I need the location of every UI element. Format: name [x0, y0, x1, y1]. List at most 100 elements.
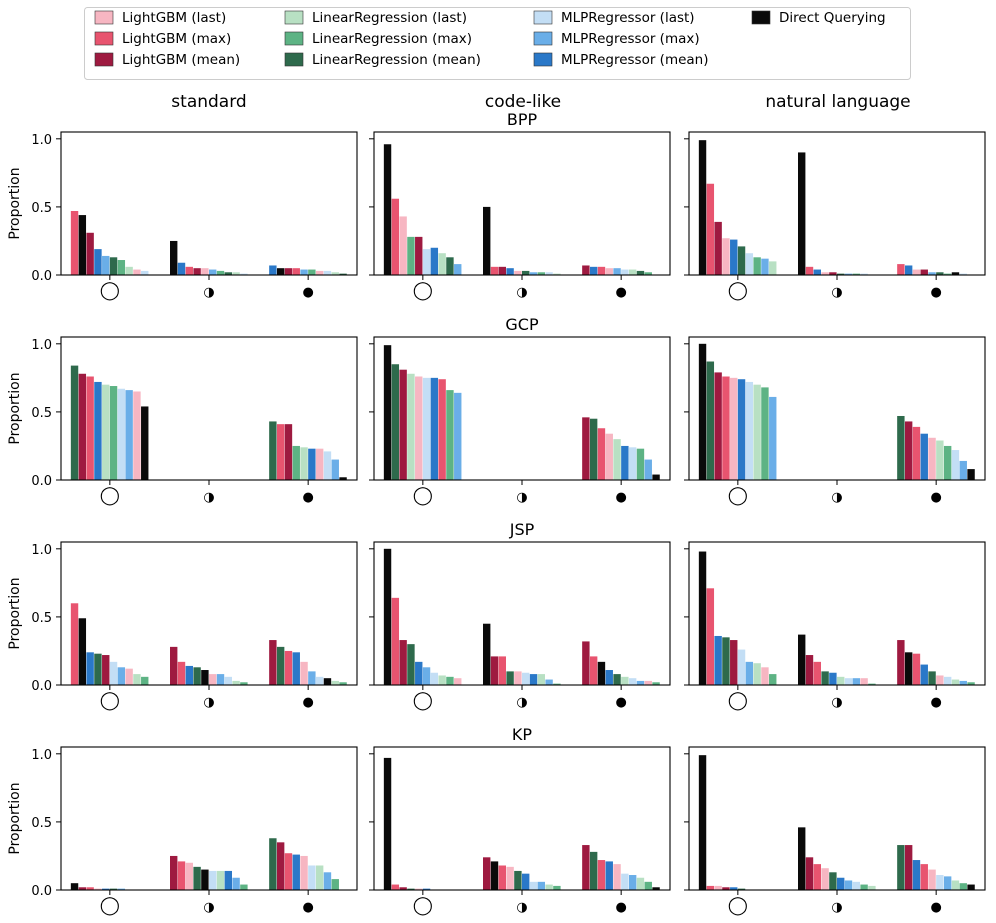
- bar-linearregression-last: [216, 870, 225, 890]
- bar-lightgbm-last: [605, 433, 613, 480]
- bar-direct-querying: [698, 551, 707, 685]
- bar-mlpregressor-mean: [829, 672, 837, 685]
- y-tick-label: 1.0: [31, 748, 52, 763]
- bar-direct-querying: [698, 755, 707, 890]
- bar-mlpregressor-last: [737, 649, 746, 685]
- bar-direct-querying: [276, 268, 285, 275]
- bar-mlpregressor-last: [936, 875, 944, 890]
- x-tick-label: ◯: [100, 690, 120, 711]
- legend-swatch-lightgbm-max: [94, 31, 114, 46]
- bar-direct-querying: [70, 883, 79, 890]
- x-tick-label: ●: [615, 285, 626, 300]
- bar-direct-querying: [339, 477, 347, 480]
- bar-mlpregressor-max: [125, 390, 133, 480]
- panel-gcp-natural-language: ◯ ◑ ●: [684, 336, 986, 506]
- bar-lightgbm-max: [597, 428, 606, 480]
- bar-lightgbm-last: [201, 268, 209, 275]
- legend-label-linearregression-last: LinearRegression (last): [312, 10, 467, 26]
- bar-lightgbm-max: [813, 864, 821, 890]
- bar-mlpregressor-max: [636, 680, 645, 685]
- bar-direct-querying: [201, 869, 209, 890]
- bar-linearregression-max: [553, 885, 561, 890]
- legend-label-direct-querying: Direct Querying: [779, 10, 886, 26]
- bar-lightgbm-last: [761, 667, 769, 685]
- bar-linearregression-max: [644, 272, 652, 275]
- bar-lightgbm-last: [730, 377, 738, 480]
- bar-mlpregressor-mean: [737, 379, 746, 480]
- y-tick-label: 0.0: [31, 269, 52, 284]
- bar-lightgbm-last: [94, 888, 102, 890]
- bar-lightgbm-max: [722, 376, 730, 480]
- bar-direct-querying: [201, 670, 209, 685]
- bar-lightgbm-last: [928, 437, 936, 480]
- bar-direct-querying: [383, 548, 392, 685]
- panel-jsp-code-like: JSP ◯ ◑ ●: [369, 520, 671, 711]
- bar-lightgbm-last: [506, 866, 514, 890]
- bar-linearregression-last: [102, 384, 110, 480]
- bar-direct-querying: [78, 618, 87, 685]
- bar-lightgbm-max: [177, 861, 186, 890]
- legend-label-mlpregressor-max: MLPRegressor (max): [561, 31, 700, 47]
- bar-mlpregressor-last: [240, 273, 248, 275]
- bar-direct-querying: [698, 343, 707, 480]
- bar-linearregression-mean: [829, 872, 837, 890]
- bar-linearregression-mean: [737, 246, 746, 275]
- bar-lightgbm-mean: [399, 887, 407, 890]
- bar-linearregression-max: [644, 881, 652, 890]
- bar-mlpregressor-last: [621, 269, 629, 275]
- bar-mlpregressor-last: [745, 253, 754, 275]
- y-tick-label: 1.0: [31, 338, 52, 353]
- bar-linearregression-max: [769, 674, 777, 685]
- bar-mlpregressor-max: [928, 272, 936, 275]
- bar-linearregression-max: [117, 260, 126, 275]
- x-tick-label: ◑: [203, 900, 214, 915]
- panel-bpp-code-like: BPP ◯ ◑ ●: [369, 110, 671, 301]
- bar-lightgbm-mean: [170, 646, 178, 685]
- bar-direct-querying: [967, 469, 975, 480]
- legend-swatch-linearregression-last: [284, 10, 304, 25]
- x-tick-label: ●: [302, 490, 313, 505]
- bar-mlpregressor-mean: [904, 265, 913, 275]
- row-title-jsp: JSP: [509, 520, 535, 539]
- bar-linearregression-mean: [224, 272, 232, 275]
- bar-linearregression-mean: [722, 637, 730, 685]
- x-tick-label: ◯: [728, 485, 748, 506]
- bar-mlpregressor-last: [308, 865, 316, 890]
- y-tick-label: 1.0: [31, 133, 52, 148]
- bar-lightgbm-mean: [582, 641, 590, 685]
- bar-linearregression-mean: [269, 421, 277, 480]
- bar-linearregression-mean: [936, 272, 944, 275]
- legend-label-linearregression-mean: LinearRegression (mean): [312, 52, 481, 68]
- x-tick-label: ●: [930, 285, 941, 300]
- row-title-kp: KP: [512, 725, 532, 744]
- bar-mlpregressor-last: [844, 678, 853, 685]
- bar-mlpregressor-mean: [589, 266, 598, 275]
- bar-mlpregressor-max: [117, 667, 126, 685]
- bar-linearregression-max: [761, 387, 769, 480]
- panels: 0.0 0.5 1.0 Proportion ◯ ◑ ● BPP ◯ ◑ ● ◯ ◑ ● 0.0 0.5 1.0…: [7, 110, 986, 916]
- bar-lightgbm-max: [185, 266, 193, 275]
- bar-lightgbm-last: [912, 269, 921, 275]
- x-tick-label: ●: [302, 900, 313, 915]
- bar-linearregression-last: [407, 373, 415, 480]
- bar-linearregression-last: [936, 440, 944, 480]
- bar-mlpregressor-mean: [714, 635, 722, 685]
- bar-lightgbm-max: [897, 264, 905, 275]
- bar-lightgbm-mean: [582, 265, 590, 275]
- x-tick-label: ◑: [831, 695, 842, 710]
- bar-mlpregressor-mean: [94, 249, 102, 275]
- bar-lightgbm-max: [920, 864, 928, 890]
- bar-lightgbm-mean: [483, 857, 491, 890]
- bar-mlpregressor-mean: [920, 664, 928, 685]
- bar-direct-querying: [78, 215, 87, 275]
- bar-linearregression-last: [133, 674, 141, 685]
- bar-mlpregressor-max: [300, 269, 308, 275]
- bar-lightgbm-max: [912, 653, 921, 685]
- x-tick-label: ◑: [203, 490, 214, 505]
- bar-lightgbm-mean: [399, 369, 407, 480]
- panel-jsp-standard: 0.0 0.5 1.0 Proportion ◯ ◑ ●: [7, 541, 358, 711]
- column-title-standard: standard: [171, 92, 246, 112]
- bar-mlpregressor-mean: [422, 888, 431, 890]
- y-tick-label: 0.5: [31, 816, 52, 831]
- bar-lightgbm-mean: [920, 269, 928, 275]
